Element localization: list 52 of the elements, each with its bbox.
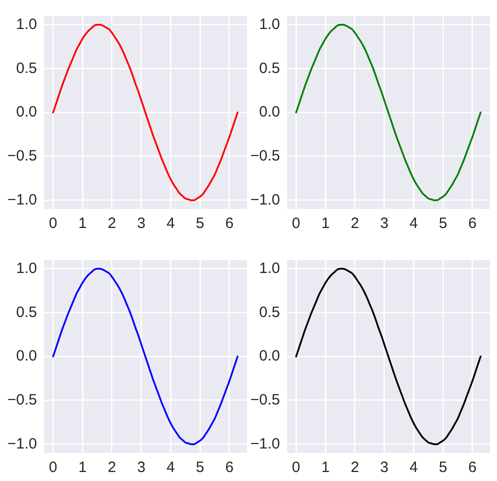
x-tick-label: 2 [350, 215, 360, 232]
x-tick-label: 0 [292, 215, 300, 232]
y-tick-label: −0.5 [7, 392, 37, 409]
x-tick-label: 5 [438, 215, 448, 232]
y-tick-label: 0.0 [16, 104, 37, 121]
y-tick-label: 1.0 [16, 260, 37, 277]
x-tick-label: 6 [225, 215, 234, 232]
x-tick-label: 4 [166, 459, 175, 476]
line-series [295, 268, 482, 446]
y-tick-label: −1.0 [250, 435, 280, 452]
x-tick-label: 0 [48, 215, 58, 232]
x-tick-label: 3 [380, 459, 388, 476]
x-tick-label: 2 [350, 459, 360, 476]
x-tick-label: 6 [468, 459, 477, 476]
x-tick-label: 4 [409, 215, 418, 232]
x-tick-label: 5 [196, 459, 204, 476]
y-tick-label: −1.0 [250, 191, 280, 208]
x-tick-label: 5 [196, 215, 204, 232]
x-tick-label: 1 [321, 215, 330, 232]
x-tick-label: 4 [166, 215, 175, 232]
x-tick-label: 1 [78, 459, 87, 476]
x-tick-label: 3 [137, 459, 146, 476]
line-series [52, 24, 238, 202]
x-tick-label: 0 [48, 459, 58, 476]
y-tick-label: 1.0 [16, 16, 37, 33]
y-tick-label: 0.0 [259, 104, 280, 121]
y-tick-label: 0.5 [16, 60, 37, 77]
y-tick-label: −1.0 [7, 435, 37, 452]
x-tick-label: 3 [380, 215, 388, 232]
y-tick-label: 0.5 [259, 304, 280, 321]
x-tick-label: 4 [409, 459, 418, 476]
y-tick-label: 1.0 [259, 260, 280, 277]
x-tick-label: 6 [225, 459, 234, 476]
x-tick-label: 1 [321, 459, 330, 476]
y-tick-label: 0.5 [259, 60, 280, 77]
x-tick-label: 0 [292, 459, 300, 476]
y-tick-label: −1.0 [7, 191, 37, 208]
line-series [295, 24, 482, 202]
y-tick-label: 0.5 [16, 304, 37, 321]
y-tick-label: 0.0 [16, 348, 37, 365]
line-series [52, 268, 238, 446]
x-tick-label: 6 [468, 215, 477, 232]
x-tick-label: 2 [108, 459, 116, 476]
y-tick-label: −0.5 [250, 392, 280, 409]
x-tick-label: 1 [78, 215, 87, 232]
y-tick-label: 1.0 [259, 16, 280, 33]
y-tick-label: −0.5 [7, 148, 37, 165]
y-tick-label: −0.5 [250, 148, 280, 165]
x-tick-label: 5 [438, 459, 448, 476]
y-tick-label: 0.0 [259, 348, 280, 365]
x-tick-label: 2 [108, 215, 116, 232]
x-tick-label: 3 [137, 215, 146, 232]
